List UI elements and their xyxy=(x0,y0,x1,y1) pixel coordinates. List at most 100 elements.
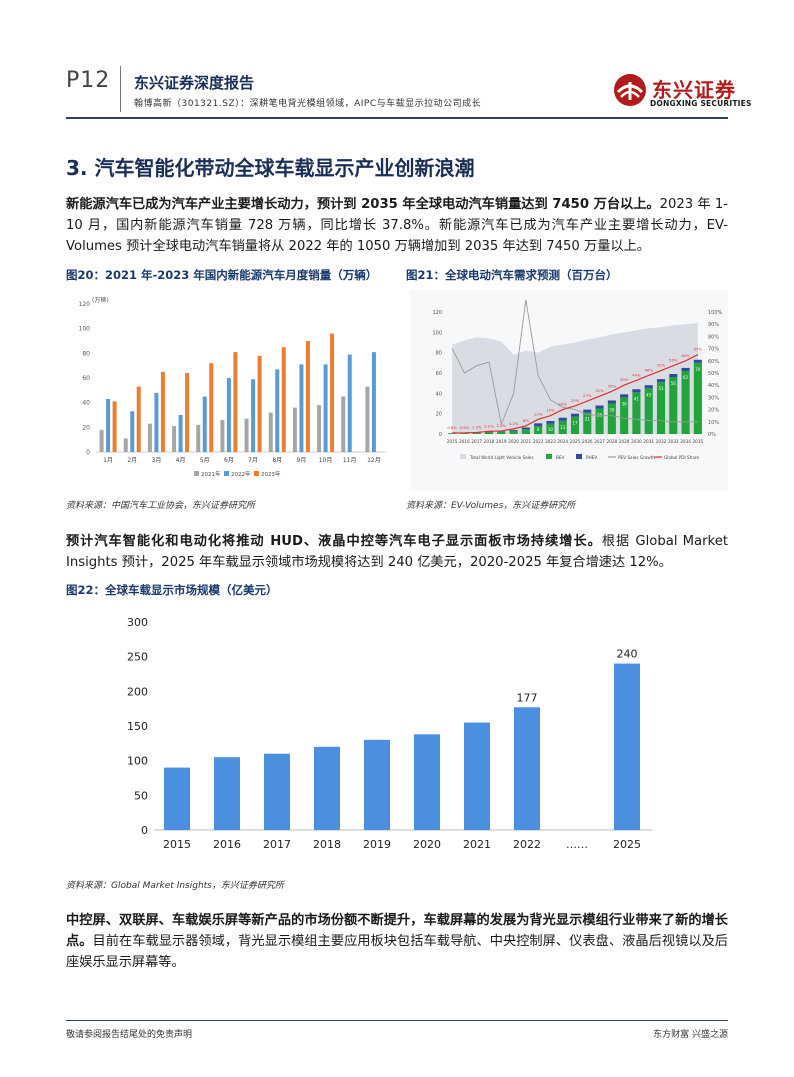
fig20-xtick-label: 2月 xyxy=(127,457,137,464)
paragraph-ev-sales-lead: 新能源汽车已成为汽车产业主要增长动力，预计到 2035 年全球电动汽车销量达到 … xyxy=(66,197,660,212)
fig20-bar xyxy=(323,364,328,452)
fig20-bar xyxy=(292,407,297,452)
fig20-bar xyxy=(244,418,249,452)
fig21-ytick-right: 0% xyxy=(708,432,716,438)
fig21-pdi-label: 0.9% xyxy=(460,425,470,430)
fig21-legend-swatch xyxy=(546,454,552,459)
fig21-bev-bar xyxy=(448,433,457,434)
fig22-bar xyxy=(264,753,290,830)
fig20-bar xyxy=(106,398,111,452)
fig21-ytick-left: 120 xyxy=(432,310,442,316)
fig21-pdi-label: 40% xyxy=(620,377,629,382)
fig21-pdi-share-line xyxy=(452,354,699,434)
fig21-ytick-right: 70% xyxy=(708,347,719,353)
fig20-bar xyxy=(160,371,165,452)
fig20-bar xyxy=(299,364,304,452)
fig21-bev-bar xyxy=(534,426,543,434)
fig21-ytick-left: 40 xyxy=(436,391,442,397)
fig20-xtick-label: 10月 xyxy=(319,457,333,464)
fig21-ytick-right: 40% xyxy=(708,383,719,389)
fig21-pdi-label: 44% xyxy=(632,372,641,377)
page-number: P12 xyxy=(66,68,111,93)
fig22-ytick-label: 300 xyxy=(127,616,148,629)
fig21-phev-bar xyxy=(607,400,616,404)
footer-slogan: 东方财富 兴盛之源 xyxy=(653,1030,728,1040)
fig20-chart: (万辆) 0 20 40 60 80 100 120 1月 2月 3月 4月 5月 6月 7月 8月 9月 10月… xyxy=(79,296,386,478)
fig21-legend-label: PEV Sales Growth xyxy=(618,455,655,460)
fig20-bar xyxy=(330,333,335,452)
fig20-bar xyxy=(130,411,135,452)
fig20-ytick-label: 100 xyxy=(79,326,91,333)
fig21-pdi-label: 35% xyxy=(608,383,617,388)
fig21-phev-bar xyxy=(644,385,653,389)
fig21-pdi-label: 1.3% xyxy=(472,424,482,429)
fig21-phev-bar xyxy=(521,427,530,430)
fig21-legend-label: Global PDI Share xyxy=(664,455,700,460)
fig21-bev-label: 13 xyxy=(560,425,566,430)
fig21-bev-label: 56 xyxy=(671,381,677,386)
fig20-bar xyxy=(202,396,207,452)
fig20-bar xyxy=(220,419,225,452)
fig21-bev-label: 21 xyxy=(585,417,591,422)
report-subtitle: 翰博高新（301321.SZ）：深耕笔电背光模组领域，AIPC与车载显示拉动公司… xyxy=(134,99,482,109)
fig21-phev-bar xyxy=(595,405,604,409)
fig21-ytick-right: 20% xyxy=(708,408,719,414)
fig21-ytick-right: 100% xyxy=(708,310,723,316)
fig22-bar xyxy=(514,707,540,830)
fig20-bar xyxy=(268,412,273,452)
fig21-ytick-right: 10% xyxy=(708,420,719,426)
fig21-ytick-left: 80 xyxy=(436,351,442,357)
fig20-source: 资料来源：中国汽车工业协会，东兴证券研究所 xyxy=(66,501,256,511)
fig21-ytick-left: 60 xyxy=(436,371,442,377)
fig22-data-label: 177 xyxy=(517,691,538,704)
fig22-xtick-label: 2017 xyxy=(263,838,291,851)
fig20-bar xyxy=(317,405,322,452)
fig21-bev-bar xyxy=(484,431,494,434)
fig21-xtick-label: 2020 xyxy=(508,439,519,444)
fig21-phev-bar xyxy=(669,374,678,378)
fig22-bar xyxy=(164,767,190,830)
fig21-bev-bar xyxy=(693,362,702,434)
fig21-pdi-label: 31% xyxy=(595,388,604,393)
fig21-pdi-label: 8% xyxy=(523,418,529,423)
fig22-xtick-label: …… xyxy=(566,838,588,851)
fig20-bar xyxy=(226,378,231,452)
fig21-bev-bar xyxy=(521,429,530,434)
fig22-ytick-label: 250 xyxy=(127,651,148,664)
fig21-source: 资料来源：EV-Volumes，东兴证券研究所 xyxy=(406,501,576,511)
fig20-xtick-label: 11月 xyxy=(343,457,357,464)
fig21-pdi-label: 65% xyxy=(694,347,703,352)
fig21-xtick-label: 2035 xyxy=(693,439,704,444)
fig21-phev-bar xyxy=(681,367,690,371)
footer-rule xyxy=(66,1020,728,1021)
fig21-legend-swatch xyxy=(460,454,466,459)
fig21-phev-bar xyxy=(558,417,567,421)
fig21-pdi-label: 52% xyxy=(657,363,666,368)
fig21-phev-bar xyxy=(632,389,641,393)
fig21-xtick-label: 2034 xyxy=(680,439,691,444)
fig21-phev-bar xyxy=(583,409,592,413)
fig20-xtick-label: 7月 xyxy=(248,457,258,464)
fig21-ytick-left: 20 xyxy=(436,412,442,418)
logo-text-en: DONGXING SECURITIES xyxy=(650,99,752,108)
fig21-pdi-label: 0.8% xyxy=(447,425,457,430)
fig21-pdi-label: 60% xyxy=(681,353,690,358)
fig22-xtick-label: 2015 xyxy=(163,838,191,851)
fig20-caption: 图20：2021 年-2023 年国内新能源汽车月度销量（万辆） xyxy=(66,268,378,282)
fig22-bar xyxy=(414,734,440,830)
fig20-bar xyxy=(196,424,201,452)
fig20-ytick-label: 60 xyxy=(82,375,90,382)
fig21-bev-bar xyxy=(472,432,481,434)
fig22-ytick-label: 150 xyxy=(127,720,148,733)
fig22-bar xyxy=(614,663,640,830)
fig21-bev-bar xyxy=(595,408,604,434)
fig21-bev-label: 10 xyxy=(548,427,554,432)
fig20-legend-swatch xyxy=(254,471,259,476)
fig21-phev-bar xyxy=(620,394,629,398)
fig20-xtick-label: 12月 xyxy=(367,457,381,464)
dongxing-logo-icon xyxy=(614,74,646,106)
fig20-bar xyxy=(281,347,286,452)
fig20-bar xyxy=(251,379,256,452)
fig21-xtick-label: 2017 xyxy=(471,439,482,444)
fig21-xtick-label: 2031 xyxy=(643,439,654,444)
